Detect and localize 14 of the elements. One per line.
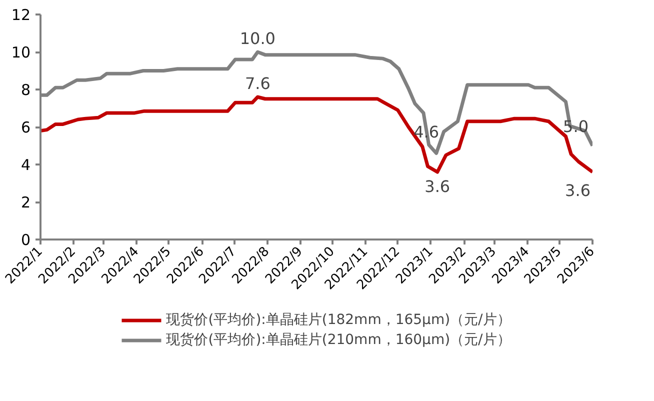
y-tick-label: 8	[20, 81, 31, 99]
y-tick-label: 10	[11, 44, 31, 62]
line-series	[40, 95, 592, 174]
annotation: 7.6	[244, 74, 270, 93]
annotation: 3.6	[565, 181, 591, 200]
annotation: 10.0	[240, 29, 276, 48]
y-tick-label: 0	[20, 231, 31, 249]
legend-label: 现货价(平均价):单晶硅片(210mm，160μm)（元/片）	[166, 331, 511, 349]
legend-label: 现货价(平均价):单晶硅片(182mm，165μm)（元/片）	[166, 311, 511, 329]
y-tick-label: 4	[20, 156, 31, 174]
annotation: 3.6	[424, 177, 450, 196]
y-tick-label: 6	[20, 118, 31, 136]
y-tick-label: 2	[20, 194, 31, 212]
y-tick-label: 12	[11, 6, 31, 24]
